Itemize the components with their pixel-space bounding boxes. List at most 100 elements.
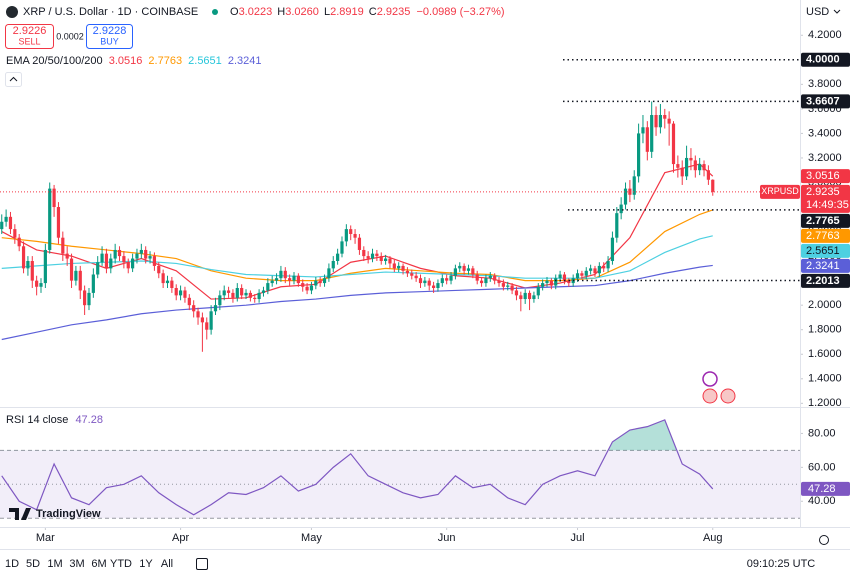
level-tag-label: 4.0000 [806,54,840,66]
ema-value: 2.3241 [228,55,262,67]
y-tick-label: 1.2000 [808,397,842,409]
candle-body [597,265,601,274]
collapse-icon [9,76,18,82]
ema-tag-label: 3.0516 [806,170,840,182]
x-tick-label: May [301,532,322,544]
ohlc-value: 3.0223 [239,6,273,18]
ema-tag-label: 2.3241 [806,260,840,272]
timeframe-button[interactable]: YTD [110,558,132,570]
candle-body [52,188,56,208]
sell-price: 2.9226 [13,25,47,37]
candle-body [144,249,148,259]
ema-tag [801,258,850,273]
timeframe-button[interactable]: 5D [26,558,40,570]
symbol-tag [760,184,800,199]
candle-body [274,278,279,281]
candle-body [4,216,8,222]
rsi-tick-label: 60.00 [808,461,836,473]
candle-body [375,253,379,257]
candle-body [336,253,340,262]
timeframe-button[interactable]: All [161,558,173,570]
candle-body [479,280,484,284]
candle-body [100,253,104,263]
candle-body [606,261,610,269]
candle-body [514,290,519,296]
candle-body [122,256,126,263]
candle-body [131,258,135,269]
candle-body [248,292,252,298]
candle-body [35,280,39,287]
candle-body [549,280,553,286]
candle-body [493,275,497,281]
y-tick-label: 3.2000 [808,152,842,164]
settings-icon[interactable] [819,535,829,545]
candle-body [43,249,47,284]
timeframe-button[interactable]: 1M [47,558,62,570]
rsi-value: 47.28 [75,414,103,426]
symbol-tag-label: XRPUSD [761,186,799,196]
timeframe-button[interactable]: 6M [91,558,106,570]
candle-body [270,280,274,284]
candle-body [301,283,305,287]
candle-body [475,274,479,281]
candle-body [562,274,567,281]
candle-body [244,292,248,296]
candle-body [397,265,401,269]
candle-body [305,286,309,291]
candle-body [667,118,671,124]
candle-body [113,249,117,259]
candle-body [139,249,143,254]
x-tick-label: Apr [172,532,189,544]
candle-body [148,256,152,259]
candle-body [658,115,663,128]
level-tag [801,94,850,109]
ema-line [1,264,713,341]
rsi-legend: RSI 14 close 47.28 [6,414,103,426]
collapse-button[interactable] [5,72,22,87]
candle-body [527,292,532,300]
candle-body [384,258,388,262]
candle-body [48,188,52,250]
candle-body [357,237,362,250]
candle-body [532,295,536,300]
candle-body [266,283,270,291]
candle-body [349,229,353,235]
candle-body [602,265,606,269]
candle-body [17,237,21,247]
candle-body [222,290,226,296]
timeframe-button[interactable]: 1D [5,558,19,570]
level-tag-label: 3.6607 [806,95,840,107]
candle-body [288,278,292,281]
rsi-pane [0,419,800,519]
timeframe-button[interactable]: 3M [69,558,84,570]
candle-body [423,280,427,284]
event-icon[interactable] [702,388,718,404]
candle-body [370,253,375,259]
candle-body [623,188,628,205]
y-tick-label: 4.2000 [808,29,842,41]
candle-body [104,253,109,269]
symbol-icon [6,6,18,18]
currency-dropdown-icon [833,9,841,14]
buy-label: BUY [100,36,119,46]
candle-body [366,256,370,259]
symbol-title[interactable]: XRP / U.S. Dollar · 1D · COINBASE [23,6,198,18]
calendar-icon[interactable] [196,558,208,570]
buy-button[interactable] [86,24,133,49]
candle-body [327,268,331,279]
ema-value: 2.7763 [148,55,182,67]
event-icon[interactable] [702,371,718,387]
candle-body [344,229,348,242]
event-icon[interactable] [720,388,736,404]
currency-selector[interactable]: USD [806,6,829,18]
candle-body [322,278,327,284]
candle-body [318,280,322,284]
candle-body [654,115,658,128]
candle-body [684,157,689,177]
candle-body [484,278,488,284]
candle-body [78,270,82,291]
sell-button[interactable] [5,24,54,49]
candle-body [671,123,676,165]
candle-body [593,268,597,274]
timeframe-button[interactable]: 1Y [139,558,153,570]
